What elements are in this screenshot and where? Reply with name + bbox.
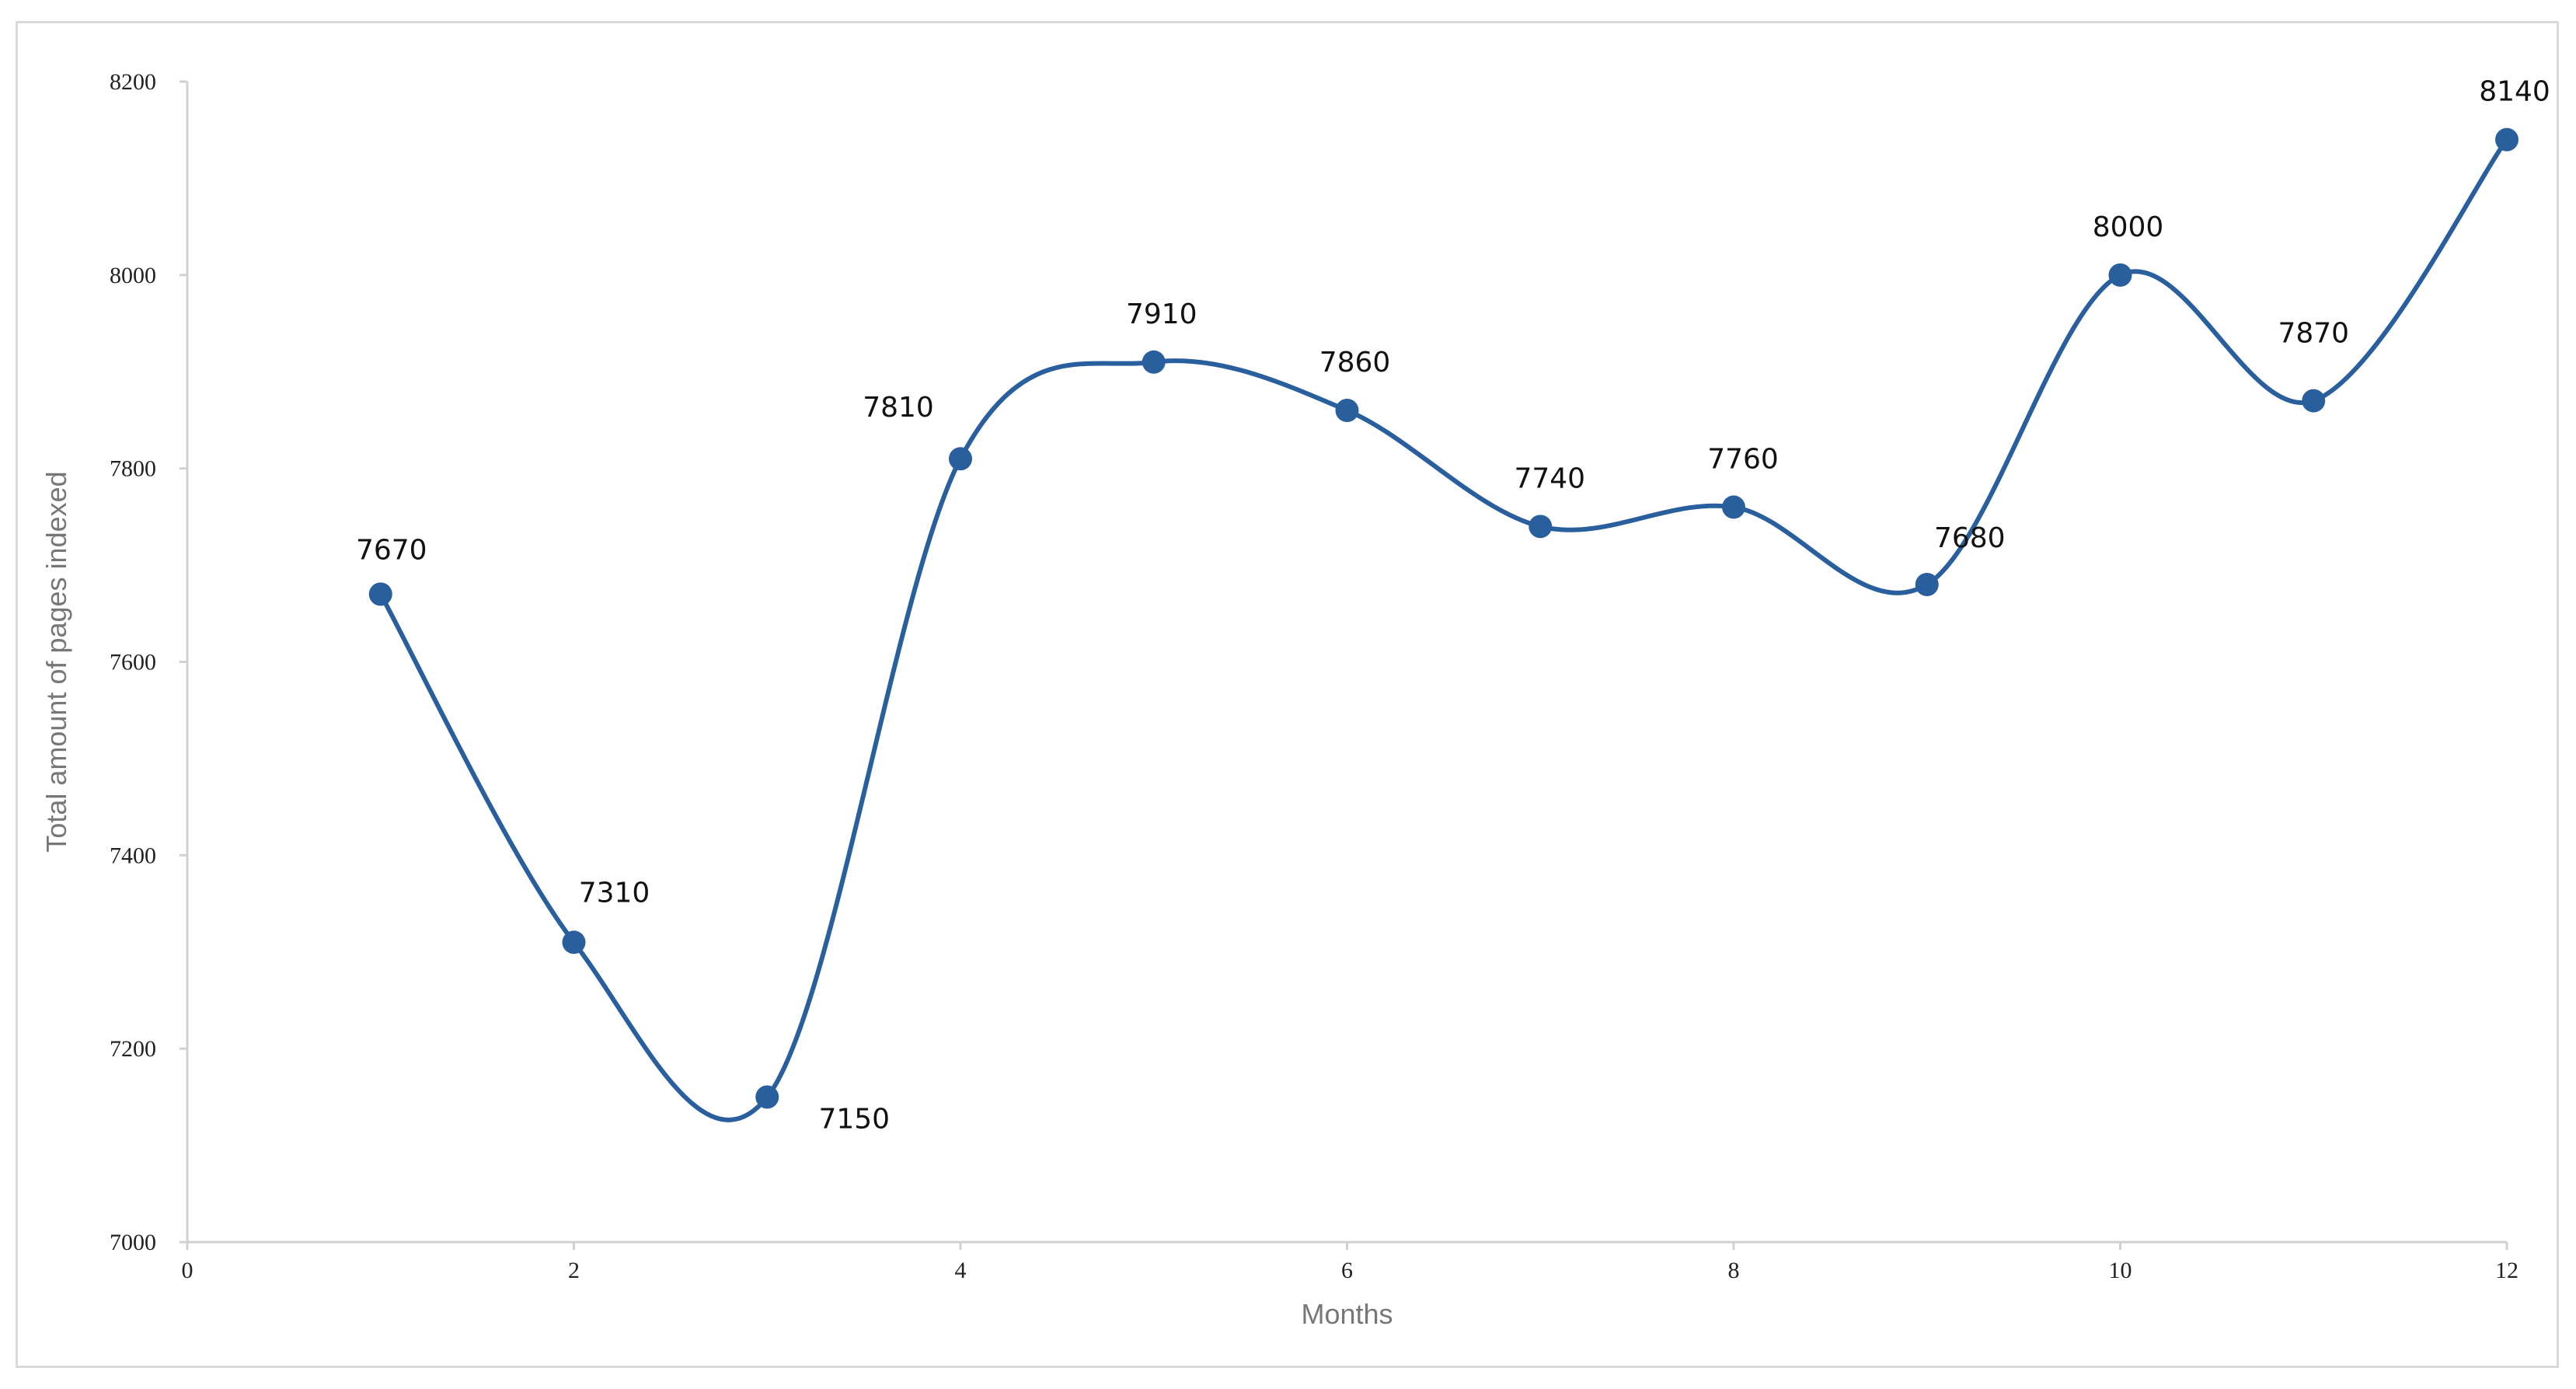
y-axis-title: Total amount of pages indexed [40, 471, 72, 852]
data-point-marker [1529, 515, 1553, 539]
data-point-marker [1722, 495, 1745, 519]
x-tick-label: 2 [568, 1258, 580, 1283]
data-label: 7740 [1514, 462, 1585, 494]
data-label: 7150 [818, 1103, 890, 1135]
data-label: 7860 [1319, 347, 1391, 379]
data-point-marker [949, 447, 972, 471]
axes [186, 82, 2507, 1244]
data-label: 8140 [2479, 76, 2550, 108]
x-tick-label: 8 [1728, 1258, 1740, 1283]
data-point-marker [2108, 263, 2132, 287]
x-tick-label: 10 [2109, 1258, 2132, 1283]
x-axis-title: Months [1301, 1298, 1393, 1330]
y-tick-label: 7400 [110, 843, 156, 868]
y-tick-label: 8200 [110, 69, 156, 95]
y-tick-label: 7800 [110, 456, 156, 482]
data-label: 7810 [863, 392, 934, 424]
data-label: 7670 [356, 534, 427, 566]
data-label: 7680 [1934, 522, 2006, 554]
data-point-marker [1335, 399, 1359, 423]
y-tick-label: 8000 [110, 263, 156, 288]
data-point-marker [2495, 127, 2518, 152]
x-tick-label: 12 [2495, 1258, 2518, 1283]
x-tick-label: 4 [955, 1258, 967, 1283]
y-axis-ticks: 7000 7200 7400 7600 7800 8000 8200 [110, 69, 187, 1255]
y-tick-label: 7200 [110, 1036, 156, 1062]
y-tick-label: 7000 [110, 1230, 156, 1255]
chart-frame [16, 21, 2559, 1368]
data-label: 7870 [2278, 318, 2349, 350]
series-group: 7670 7310 7150 7810 7910 7860 7740 7760 7680 8000… [356, 76, 2550, 1136]
data-point-marker [368, 582, 392, 606]
data-point-marker [562, 930, 586, 955]
data-label: 7310 [579, 877, 650, 909]
data-point-marker [1915, 572, 1939, 596]
data-label: 7910 [1126, 298, 1197, 330]
x-tick-label: 0 [182, 1258, 193, 1283]
y-tick-label: 7600 [110, 650, 156, 675]
data-point-marker [755, 1085, 779, 1109]
data-point-marker [1142, 350, 1166, 374]
data-label: 8000 [2093, 211, 2164, 243]
x-axis-ticks: 0 2 4 6 8 10 12 [182, 1242, 2518, 1283]
data-point-marker [2302, 389, 2326, 413]
x-tick-label: 6 [1341, 1258, 1353, 1283]
series-line [378, 137, 2509, 1122]
data-label: 7760 [1707, 443, 1779, 475]
